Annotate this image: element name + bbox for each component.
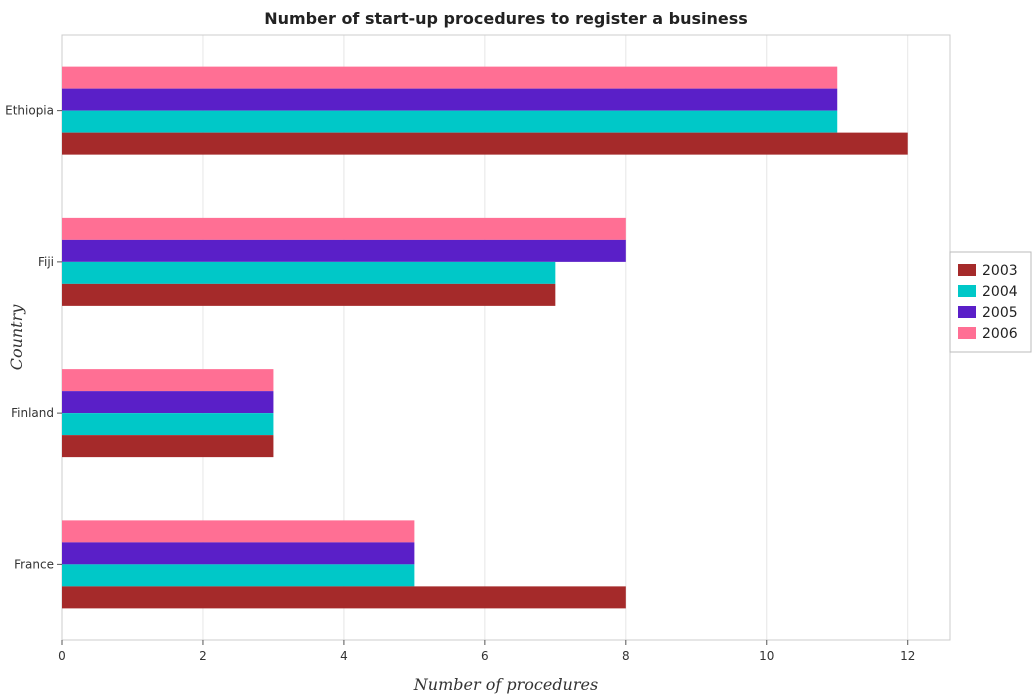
bar-finland-2005 — [62, 391, 274, 414]
bars — [62, 66, 908, 609]
legend-label-2003: 2003 — [982, 263, 1018, 279]
x-tick-label: 6 — [481, 649, 489, 663]
x-tick-label: 12 — [900, 649, 915, 663]
y-tick-label: Finland — [11, 406, 54, 420]
y-tick-label: Ethiopia — [5, 104, 54, 118]
x-axis-ticks: 0 2 4 6 8 10 12 — [58, 640, 915, 663]
bar-ethiopia-2005 — [62, 88, 838, 111]
x-tick-label: 8 — [622, 649, 630, 663]
bar-france-2005 — [62, 542, 415, 565]
bar-finland-2003 — [62, 435, 274, 458]
bar-finland-2004 — [62, 413, 274, 436]
legend-swatch-2005 — [958, 306, 976, 318]
bar-fiji-2003 — [62, 283, 556, 306]
bar-fiji-2006 — [62, 217, 626, 240]
x-axis-label: Number of procedures — [413, 675, 598, 694]
legend-label-2005: 2005 — [982, 305, 1018, 321]
legend-swatch-2006 — [958, 327, 976, 339]
legend-label-2006: 2006 — [982, 326, 1018, 342]
x-tick-label: 0 — [58, 649, 66, 663]
y-tick-label: France — [14, 557, 54, 571]
x-tick-label: 4 — [340, 649, 348, 663]
x-tick-label: 10 — [759, 649, 774, 663]
bar-ethiopia-2006 — [62, 66, 838, 89]
legend: 2003 2004 2005 2006 — [949, 251, 1032, 353]
bar-ethiopia-2003 — [62, 132, 908, 155]
bar-fiji-2004 — [62, 261, 556, 284]
bar-france-2006 — [62, 520, 415, 543]
bar-finland-2006 — [62, 369, 274, 392]
chart-title: Number of start-up procedures to registe… — [264, 9, 748, 28]
y-tick-label: Fiji — [38, 255, 54, 269]
x-tick-label: 2 — [199, 649, 207, 663]
bar-ethiopia-2004 — [62, 110, 838, 133]
y-axis-ticks: Ethiopia Fiji Finland France — [5, 104, 62, 571]
legend-label-2004: 2004 — [982, 284, 1018, 300]
legend-swatch-2003 — [958, 264, 976, 276]
bar-fiji-2005 — [62, 239, 626, 262]
y-axis-label: Country — [7, 304, 26, 371]
bar-france-2003 — [62, 586, 626, 609]
bar-france-2004 — [62, 564, 415, 587]
legend-swatch-2004 — [958, 285, 976, 297]
